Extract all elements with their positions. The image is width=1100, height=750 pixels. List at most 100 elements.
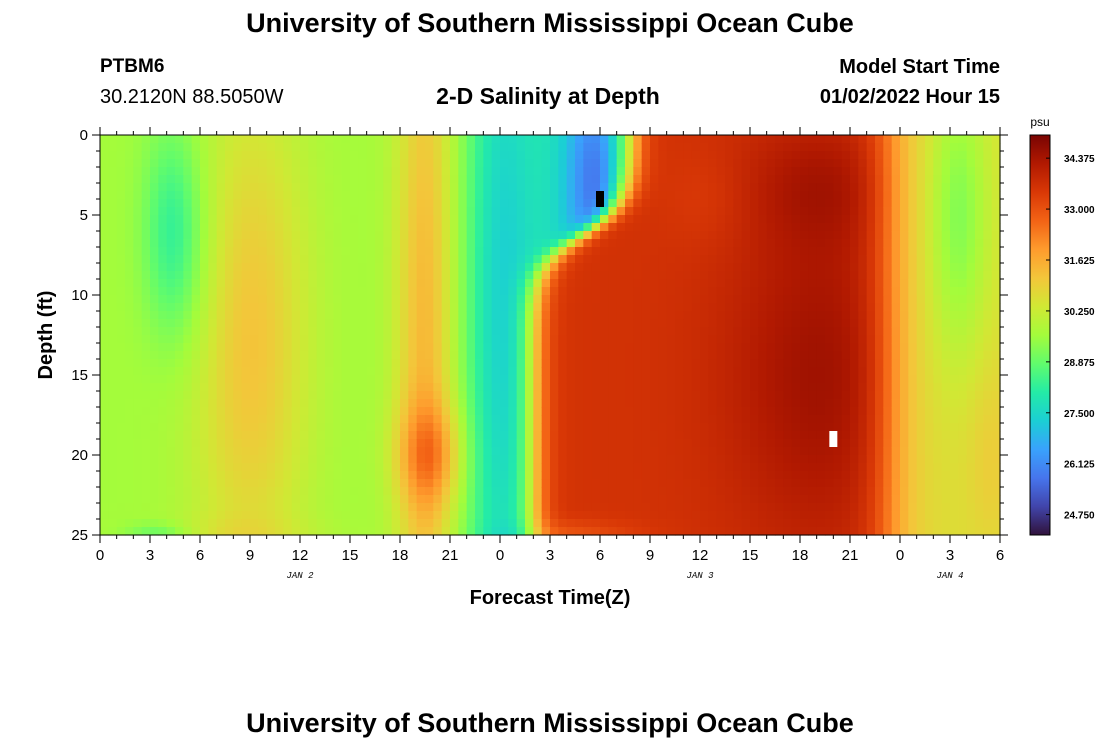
- heatmap-cell: [108, 423, 118, 432]
- heatmap-cell: [241, 151, 251, 160]
- heatmap-cell: [500, 399, 509, 408]
- heatmap-cell: [125, 407, 134, 416]
- heatmap-cell: [600, 223, 609, 232]
- heatmap-cell: [800, 207, 809, 216]
- heatmap-cell: [683, 391, 693, 400]
- heatmap-cell: [400, 263, 409, 272]
- heatmap-cell: [250, 199, 259, 208]
- heatmap-cell: [141, 255, 151, 264]
- heatmap-cell: [816, 263, 826, 272]
- heatmap-cell: [441, 455, 451, 464]
- heatmap-cell: [525, 327, 534, 336]
- heatmap-cell: [258, 319, 268, 328]
- heatmap-cell: [783, 519, 793, 528]
- heatmap-cell: [416, 487, 426, 496]
- heatmap-cell: [241, 215, 251, 224]
- heatmap-cell: [466, 215, 476, 224]
- heatmap-cell: [291, 311, 301, 320]
- heatmap-cell: [825, 415, 834, 424]
- heatmap-cell: [875, 151, 884, 160]
- heatmap-cell: [350, 183, 359, 192]
- heatmap-cell: [383, 191, 393, 200]
- heatmap-cell: [833, 271, 843, 280]
- heatmap-cell: [841, 479, 851, 488]
- heatmap-cell: [433, 511, 443, 520]
- heatmap-cell: [725, 407, 734, 416]
- heatmap-cell: [383, 495, 393, 504]
- heatmap-cell: [166, 367, 176, 376]
- heatmap-cell: [908, 519, 918, 528]
- heatmap-cell: [375, 423, 384, 432]
- heatmap-cell: [491, 431, 501, 440]
- heatmap-cell: [791, 335, 801, 344]
- heatmap-cell: [491, 463, 501, 472]
- heatmap-cell: [900, 351, 909, 360]
- heatmap-cell: [816, 495, 826, 504]
- heatmap-cell: [433, 375, 443, 384]
- heatmap-cell: [491, 271, 501, 280]
- heatmap-cell: [366, 407, 376, 416]
- heatmap-cell: [700, 367, 709, 376]
- heatmap-cell: [575, 175, 584, 184]
- heatmap-cell: [258, 199, 268, 208]
- heatmap-cell: [291, 503, 301, 512]
- heatmap-cell: [491, 167, 501, 176]
- heatmap-cell: [833, 455, 843, 464]
- heatmap-cell: [175, 343, 184, 352]
- heatmap-cell: [758, 383, 768, 392]
- heatmap-cell: [866, 255, 876, 264]
- heatmap-cell: [133, 415, 143, 424]
- heatmap-cell: [525, 511, 534, 520]
- heatmap-cell: [175, 207, 184, 216]
- heatmap-cell: [891, 279, 901, 288]
- heatmap-cell: [675, 183, 684, 192]
- heatmap-cell: [350, 199, 359, 208]
- heatmap-cell: [858, 455, 868, 464]
- heatmap-cell: [350, 135, 359, 144]
- heatmap-cell: [841, 143, 851, 152]
- heatmap-cell: [133, 383, 143, 392]
- heatmap-cell: [225, 519, 234, 528]
- heatmap-cell: [691, 343, 701, 352]
- heatmap-cell: [333, 143, 343, 152]
- heatmap-cell: [408, 143, 418, 152]
- heatmap-cell: [658, 383, 668, 392]
- heatmap-cell: [233, 391, 243, 400]
- heatmap-cell: [400, 319, 409, 328]
- heatmap-cell: [666, 239, 676, 248]
- heatmap-cell: [708, 351, 718, 360]
- heatmap-cell: [483, 311, 493, 320]
- heatmap-cell: [408, 439, 418, 448]
- heatmap-cell: [750, 279, 759, 288]
- heatmap-cell: [216, 295, 226, 304]
- heatmap-cell: [183, 351, 193, 360]
- heatmap-cell: [775, 359, 784, 368]
- heatmap-cell: [175, 423, 184, 432]
- heatmap-cell: [583, 479, 593, 488]
- heatmap-cell: [233, 527, 243, 536]
- heatmap-cell: [166, 215, 176, 224]
- heatmap-cell: [850, 495, 859, 504]
- heatmap-cell: [850, 167, 859, 176]
- heatmap-cell: [866, 439, 876, 448]
- heatmap-cell: [183, 471, 193, 480]
- heatmap-cell: [450, 215, 459, 224]
- heatmap-cell: [583, 231, 593, 240]
- heatmap-cell: [525, 255, 534, 264]
- heatmap-cell: [783, 207, 793, 216]
- heatmap-cell: [283, 135, 293, 144]
- heatmap-cell: [233, 343, 243, 352]
- heatmap-cell: [500, 415, 509, 424]
- heatmap-cell: [841, 399, 851, 408]
- heatmap-cell: [166, 287, 176, 296]
- heatmap-cell: [816, 215, 826, 224]
- heatmap-cell: [758, 295, 768, 304]
- heatmap-cell: [250, 167, 259, 176]
- heatmap-cell: [483, 215, 493, 224]
- heatmap-cell: [308, 183, 318, 192]
- heatmap-cell: [516, 319, 526, 328]
- heatmap-cell: [391, 303, 401, 312]
- heatmap-cell: [475, 423, 484, 432]
- heatmap-cell: [208, 255, 218, 264]
- heatmap-cell: [850, 303, 859, 312]
